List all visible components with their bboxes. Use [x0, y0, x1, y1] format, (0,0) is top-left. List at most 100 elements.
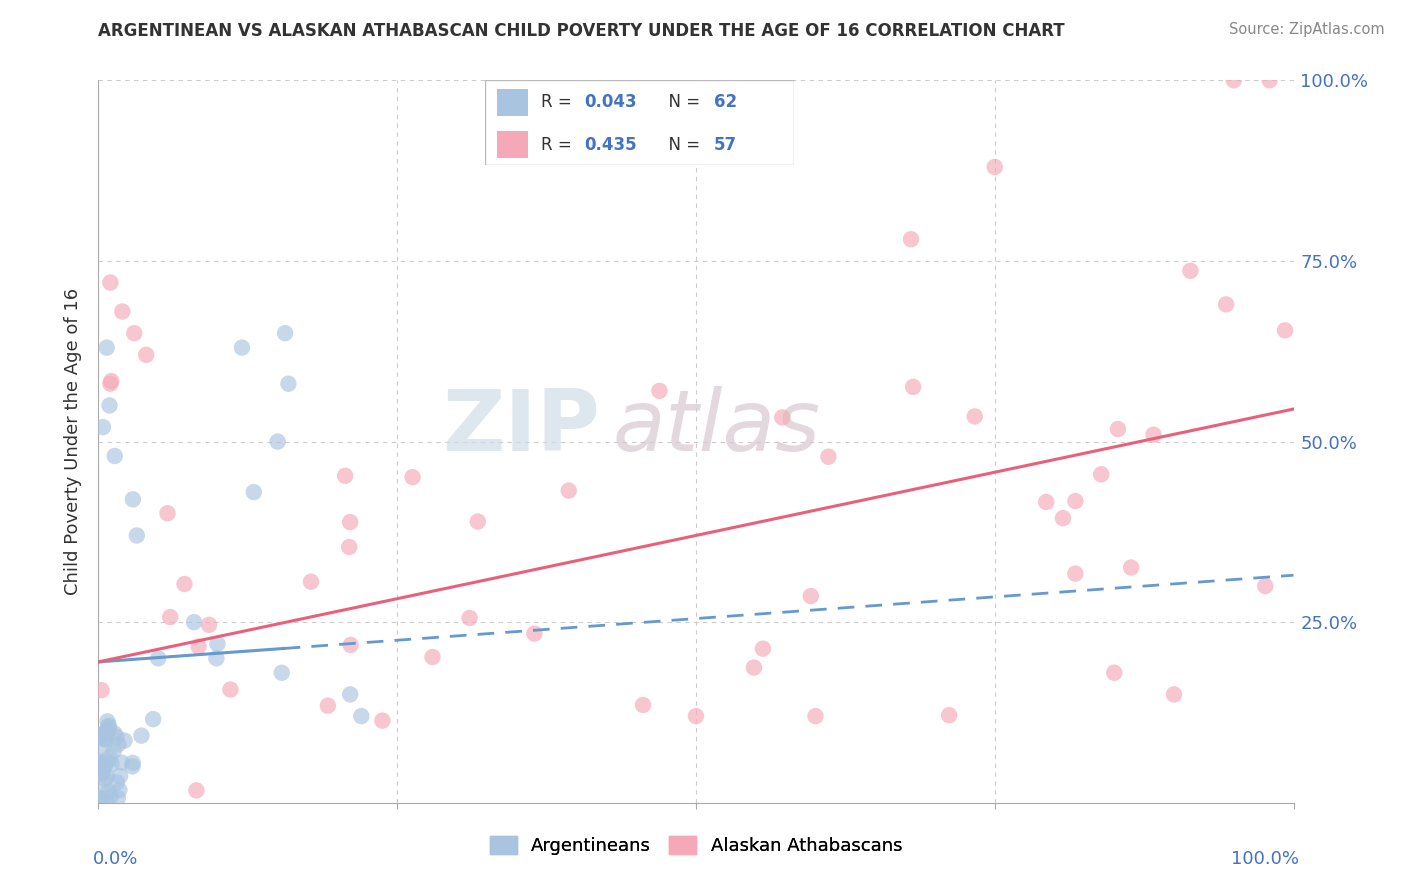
Point [121, 756, 143, 770]
Point [1180, 264, 1202, 278]
Point [97, 720, 120, 734]
Point [1274, 323, 1296, 337]
Point [96, 725, 118, 739]
Point [804, 709, 827, 723]
Text: 62: 62 [714, 94, 737, 112]
Point [1258, 73, 1281, 87]
Text: N =: N = [658, 94, 706, 112]
Point [91, 764, 114, 779]
Point [335, 468, 357, 483]
Point [100, 374, 122, 388]
Point [105, 730, 128, 744]
Point [125, 528, 148, 542]
Text: ZIP: ZIP [443, 385, 600, 468]
Point [339, 687, 361, 701]
Point [107, 791, 129, 805]
Point [124, 326, 146, 340]
Point [900, 232, 922, 246]
Point [93, 758, 115, 772]
Point [96, 724, 118, 739]
Point [103, 744, 125, 758]
Point [963, 409, 986, 424]
Point [243, 485, 266, 500]
Point [339, 638, 361, 652]
Point [685, 709, 707, 723]
Point [97, 784, 120, 798]
Point [173, 577, 195, 591]
Point [1163, 687, 1185, 701]
Point [219, 682, 242, 697]
Point [89, 791, 111, 805]
Point [100, 756, 122, 771]
Point [270, 665, 292, 680]
Point [121, 759, 143, 773]
Point [159, 610, 181, 624]
Text: 0.0%: 0.0% [93, 850, 138, 868]
Point [1215, 297, 1237, 311]
Text: 100.0%: 100.0% [1232, 850, 1299, 868]
Point [267, 434, 290, 449]
Point [98, 398, 121, 412]
Point [90, 683, 112, 698]
Point [98, 376, 122, 391]
Point [105, 775, 128, 789]
Point [316, 698, 339, 713]
Point [91, 784, 114, 798]
Point [89, 728, 111, 742]
Point [1142, 427, 1164, 442]
Point [114, 733, 136, 747]
Point [122, 492, 145, 507]
Point [96, 714, 118, 729]
Text: 0.435: 0.435 [583, 136, 637, 153]
Point [156, 506, 179, 520]
Point [800, 589, 823, 603]
Point [103, 726, 125, 740]
Text: 0.043: 0.043 [583, 94, 637, 112]
Point [1035, 495, 1057, 509]
Point [770, 410, 793, 425]
Point [1090, 467, 1112, 482]
Point [90, 792, 112, 806]
Point [401, 470, 423, 484]
Point [90, 756, 112, 770]
Point [111, 304, 134, 318]
Point [108, 783, 131, 797]
Point [523, 626, 546, 640]
Point [94, 795, 117, 809]
Text: 57: 57 [714, 136, 737, 153]
Point [1064, 494, 1087, 508]
Point [142, 712, 165, 726]
Point [98, 276, 122, 290]
Point [97, 723, 120, 737]
Point [337, 540, 360, 554]
Legend: Argentineans, Alaskan Athabascans: Argentineans, Alaskan Athabascans [482, 829, 910, 863]
Point [91, 420, 114, 434]
Point [87, 760, 110, 774]
Point [96, 770, 118, 784]
Point [94, 731, 117, 746]
Point [458, 611, 481, 625]
Point [97, 755, 120, 769]
Point [1104, 665, 1126, 680]
Point [1052, 511, 1074, 525]
Point [148, 651, 170, 665]
Point [274, 326, 297, 340]
Point [901, 380, 924, 394]
Point [1223, 73, 1246, 87]
Point [648, 384, 671, 398]
Text: N =: N = [658, 136, 706, 153]
Point [231, 341, 253, 355]
Y-axis label: Child Poverty Under the Age of 16: Child Poverty Under the Age of 16 [65, 288, 83, 595]
Point [89, 754, 111, 768]
Point [1064, 566, 1087, 581]
Point [938, 708, 960, 723]
Point [817, 450, 839, 464]
Point [104, 449, 127, 463]
Point [98, 750, 121, 764]
Point [93, 739, 115, 753]
Point [94, 772, 117, 786]
Text: atlas: atlas [613, 385, 820, 468]
Point [742, 660, 765, 674]
Point [1107, 422, 1129, 436]
Point [91, 727, 114, 741]
